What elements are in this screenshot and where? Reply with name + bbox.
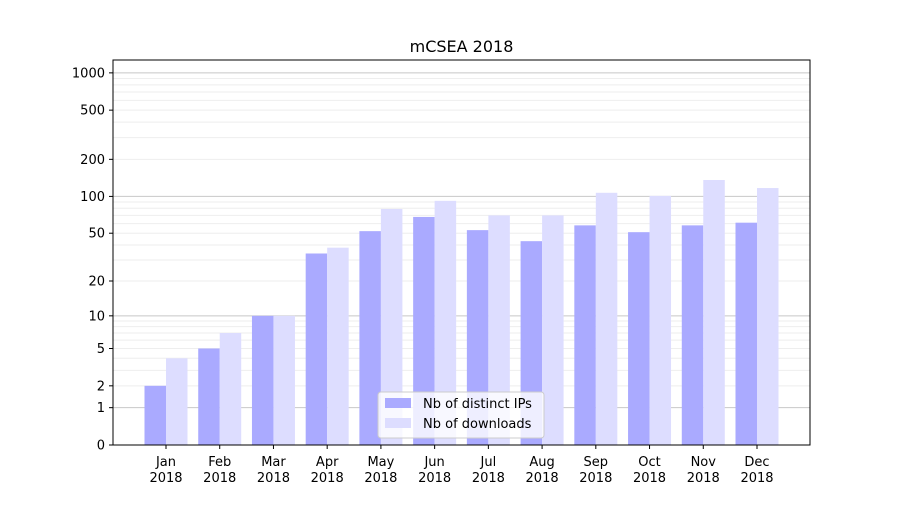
x-tick-label: Sep: [584, 455, 609, 470]
bar-downloads: [542, 215, 564, 445]
x-tick-label: 2018: [472, 471, 505, 486]
bar-downloads: [488, 215, 510, 445]
x-tick-label: May: [367, 455, 394, 470]
x-tick-label: Aug: [529, 455, 554, 470]
bar-ips: [144, 385, 166, 445]
bar-downloads: [703, 179, 725, 445]
bar-downloads: [434, 200, 457, 445]
legend-label: Nb of distinct IPs: [423, 397, 532, 412]
bar-ips: [413, 216, 435, 445]
x-tick-label: Mar: [261, 455, 286, 470]
y-tick-label: 0: [97, 439, 105, 454]
bar-downloads: [166, 358, 188, 445]
x-tick-label: 2018: [364, 471, 397, 486]
x-tick-label: Jan: [155, 455, 176, 470]
bar-downloads: [649, 195, 672, 445]
x-tick-label: Nov: [691, 455, 717, 470]
bar-ips: [574, 225, 596, 445]
bar-ips: [251, 315, 274, 445]
legend-swatch: [385, 418, 411, 428]
y-tick-label: 5: [97, 342, 105, 357]
y-tick-label: 50: [88, 227, 105, 242]
y-tick-label: 1: [97, 401, 105, 416]
bar-ips: [359, 231, 381, 445]
legend-box: [377, 391, 545, 439]
y-tick-label: 500: [80, 104, 105, 119]
bar-downloads: [327, 247, 349, 445]
y-tick-label: 100: [80, 190, 105, 205]
bar-downloads: [273, 315, 295, 445]
x-tick-label: Apr: [316, 455, 339, 470]
bar-ips: [466, 230, 489, 445]
x-tick-label: 2018: [149, 471, 182, 486]
x-tick-label: 2018: [579, 471, 612, 486]
bar-ips: [628, 232, 650, 445]
x-tick-label: 2018: [203, 471, 236, 486]
x-tick-label: 2018: [633, 471, 666, 486]
x-tick-label: 2018: [418, 471, 451, 486]
x-tick-label: 2018: [311, 471, 344, 486]
y-tick-label: 10: [88, 309, 105, 324]
x-tick-label: 2018: [526, 471, 559, 486]
bar-ips: [305, 253, 328, 445]
x-tick-label: Oct: [638, 455, 660, 470]
x-tick-label: 2018: [257, 471, 290, 486]
legend-swatch: [385, 398, 411, 408]
chart-title: mCSEA 2018: [410, 37, 514, 56]
y-tick-label: 200: [80, 153, 105, 168]
y-tick-label: 1000: [72, 66, 105, 81]
x-tick-label: 2018: [740, 471, 773, 486]
bar-ips: [681, 225, 704, 445]
bar-downloads: [595, 192, 618, 445]
bar-ips: [198, 348, 220, 445]
bar-downloads: [219, 332, 242, 445]
y-tick-label: 20: [88, 275, 105, 290]
bar-downloads: [380, 208, 403, 445]
bar-downloads: [757, 188, 779, 445]
x-tick-label: Dec: [744, 455, 769, 470]
x-tick-label: Feb: [208, 455, 231, 470]
bar-ips: [735, 222, 757, 445]
x-tick-label: 2018: [687, 471, 720, 486]
x-tick-label: Jul: [480, 455, 497, 470]
x-tick-label: Jun: [423, 455, 444, 470]
plot-frame: [112, 59, 811, 446]
legend-label: Nb of downloads: [423, 417, 532, 432]
y-tick-label: 2: [97, 379, 105, 394]
